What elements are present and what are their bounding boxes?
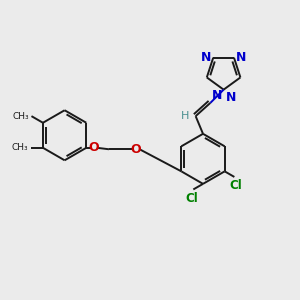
Text: Cl: Cl xyxy=(230,179,242,192)
Text: H: H xyxy=(181,111,189,121)
Text: N: N xyxy=(225,91,236,104)
Text: O: O xyxy=(131,143,141,156)
Text: N: N xyxy=(236,51,247,64)
Text: O: O xyxy=(88,141,99,154)
Text: Cl: Cl xyxy=(185,192,198,205)
Text: N: N xyxy=(212,89,222,102)
Text: N: N xyxy=(200,51,211,64)
Text: CH₃: CH₃ xyxy=(12,143,28,152)
Text: CH₃: CH₃ xyxy=(13,112,29,121)
